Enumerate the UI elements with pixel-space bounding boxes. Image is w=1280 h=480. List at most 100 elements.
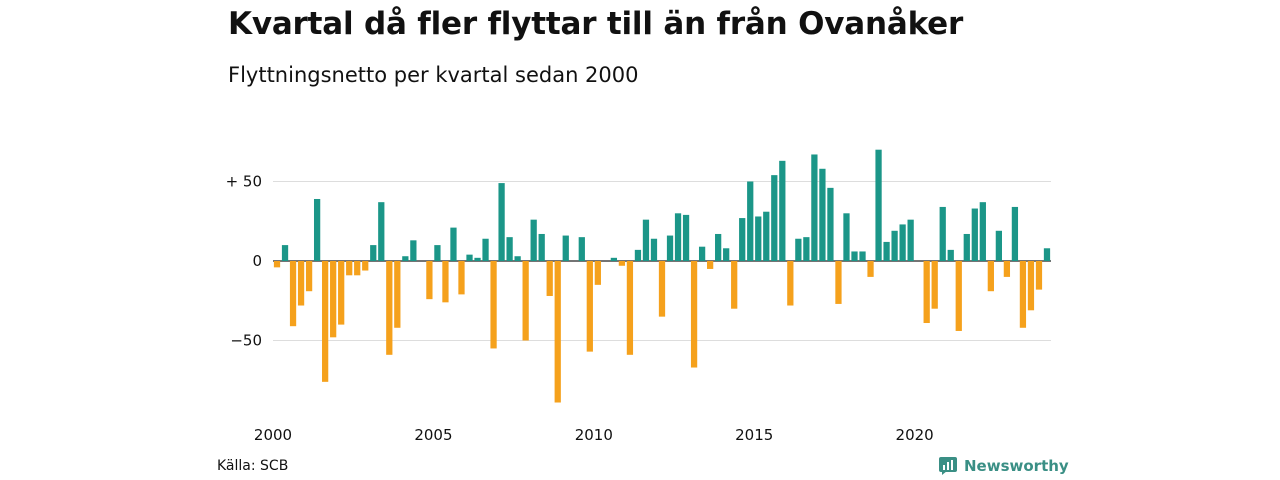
bar [546,261,553,296]
bar [506,237,513,261]
bar [995,230,1002,261]
bar [811,154,818,261]
bar [305,261,313,292]
bar [899,224,906,261]
bar [538,233,545,261]
bar [322,261,329,382]
bar [666,235,674,261]
x-tick-label: 2005 [414,426,452,444]
chart-subtitle: Flyttningsnetto per kvartal sedan 2000 [228,63,639,87]
bar [731,261,738,309]
y-tick-label: 0 [252,252,262,270]
bar [450,227,457,261]
bar [626,261,634,355]
bar [1027,261,1035,311]
bar [698,246,706,261]
bar [297,261,305,306]
bar [819,168,826,261]
bar [402,256,409,261]
bar [923,261,930,324]
bar [562,235,569,261]
bar [618,261,626,266]
bar [370,245,377,261]
bar [931,261,938,309]
bar [594,261,601,285]
bar [490,261,497,349]
bar [1035,261,1043,290]
bar [947,249,954,261]
brand-name: Newsworthy [964,457,1069,475]
bar [827,187,834,261]
bar [281,245,289,261]
bar [739,218,746,261]
bar [707,261,714,269]
bar [530,219,537,261]
bar [330,261,337,338]
bar [803,237,810,261]
y-tick-label: + 50 [226,173,262,191]
bar [939,206,946,261]
bar [955,261,962,331]
bar [273,261,281,268]
bar [755,216,762,261]
bar [1043,248,1051,261]
bar [313,198,321,261]
bar [458,261,465,295]
bar [851,251,858,261]
bar [979,202,986,261]
x-tick-label: 2010 [575,426,613,444]
bar [498,183,505,261]
bar [971,208,978,261]
bar [554,261,561,403]
bar [634,249,642,261]
bar [875,149,882,261]
bar [843,213,850,261]
bar [690,261,698,368]
brand-logo[interactable]: Newsworthy [938,456,1069,476]
bar [795,238,802,261]
bar [891,230,898,261]
bar [1011,206,1019,261]
bar [394,261,401,328]
x-tick-label: 2000 [254,426,292,444]
bar [1003,261,1011,277]
bar [410,240,417,261]
bar [354,261,361,276]
bar [346,261,353,276]
bar [682,214,690,261]
bar [867,261,874,277]
bar [362,261,369,271]
bar [522,261,529,341]
x-tick-label: 2015 [735,426,773,444]
chart-title: Kvartal då fler flyttar till än från Ova… [228,6,964,42]
y-tick-labels: + 50 0 −50 [226,173,262,350]
bar [771,175,778,261]
bar [763,211,770,261]
bar [835,261,842,304]
bar [715,233,722,261]
bar [514,256,521,261]
newsworthy-logo-icon [939,457,957,475]
bar [987,261,994,292]
bar [650,238,658,261]
bar [386,261,393,355]
bar [883,241,890,261]
bar [610,257,618,261]
bar [289,261,297,327]
bar [578,237,585,261]
bar [466,254,473,261]
bar [674,213,682,261]
bar [426,261,433,300]
x-tick-label: 2020 [896,426,934,444]
bar [963,233,970,261]
bar [1019,261,1027,328]
bar [442,261,449,303]
bar [474,257,481,261]
x-tick-labels: 2000 2005 2010 2015 2020 [254,426,934,444]
bar [658,261,666,317]
bar [434,245,441,261]
bar [787,261,794,306]
bar [338,261,345,325]
bar [378,202,385,261]
